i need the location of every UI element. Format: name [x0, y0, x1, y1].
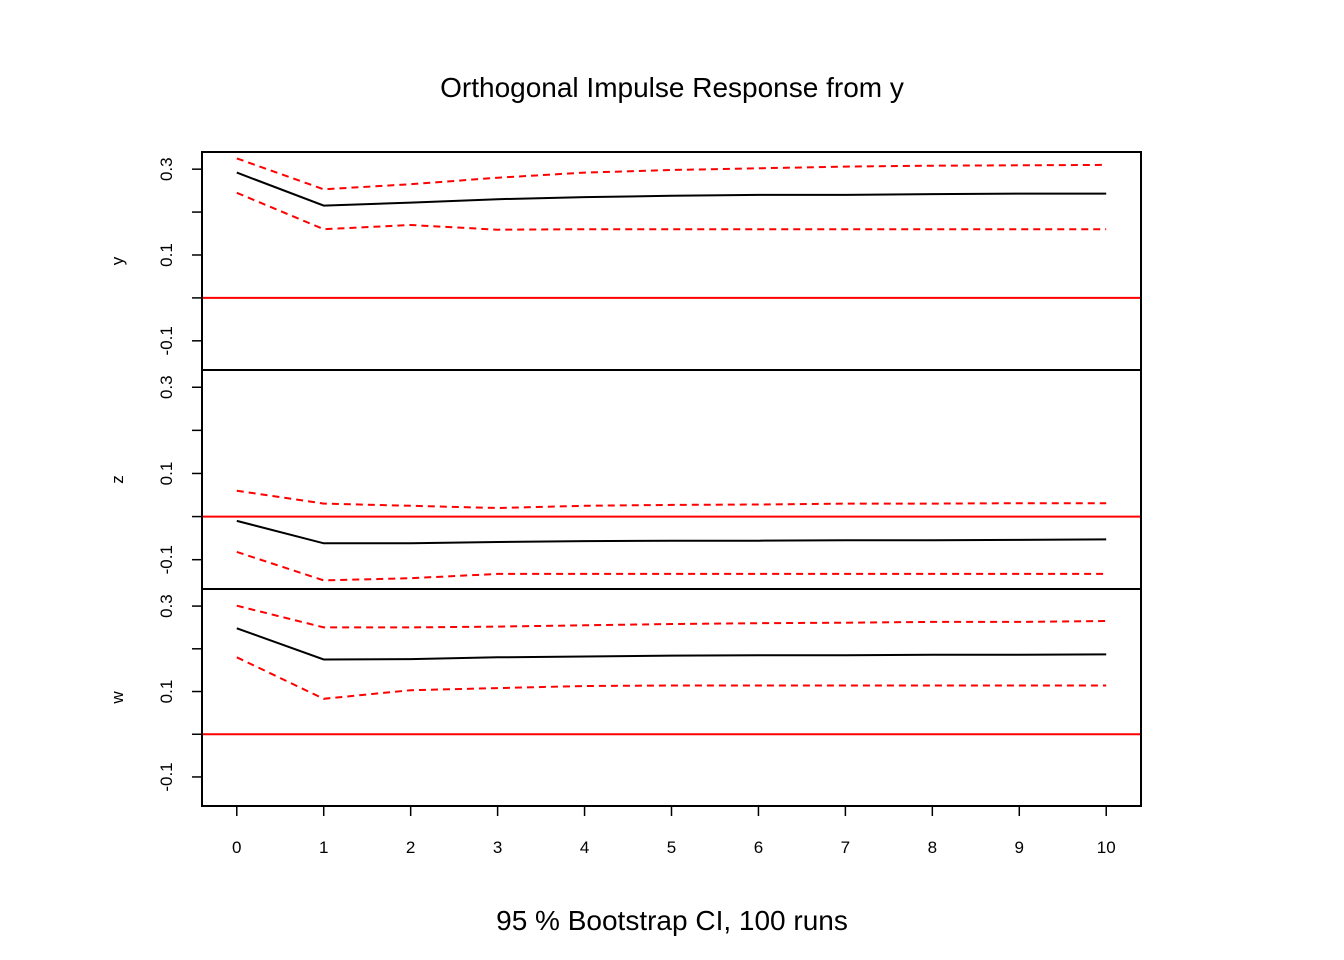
y-tick-label: -0.1 — [157, 545, 176, 574]
panel-label: z — [108, 475, 127, 484]
ci-upper-line — [236, 604, 1107, 629]
y-tick-label: 0.1 — [157, 243, 176, 267]
x-tick-label: 7 — [841, 838, 850, 857]
ci-upper-line — [236, 489, 1107, 510]
x-tick-label: 4 — [580, 838, 589, 857]
panel-y: -0.1 0.1 0.3 y — [108, 157, 1141, 355]
x-tick-label: 0 — [232, 838, 241, 857]
y-tick-label: -0.1 — [157, 326, 176, 355]
x-tick-label: 6 — [754, 838, 763, 857]
ci-lower-line — [236, 550, 1107, 582]
y-tick-label: -0.1 — [157, 762, 176, 791]
response-line — [236, 519, 1107, 545]
plot-area: -0.1 0.1 0.3 y -0.1 0.1 0.3 z -0.1 0.1 0.3 w 0 1 2 3 4 5 6… — [108, 151, 1142, 857]
x-tick-label: 3 — [493, 838, 502, 857]
plot-frame — [201, 151, 1142, 807]
chart-title: Orthogonal Impulse Response from y — [440, 72, 904, 103]
x-tick-label: 8 — [928, 838, 937, 857]
x-tick-label: 1 — [319, 838, 328, 857]
y-tick-label: 0.3 — [157, 157, 176, 181]
ci-lower-line — [236, 656, 1107, 700]
x-tick-label: 5 — [667, 838, 676, 857]
panel-label: y — [108, 256, 127, 265]
response-line — [236, 627, 1107, 661]
y-tick-label: 0.1 — [157, 462, 176, 486]
panel-label: w — [108, 691, 127, 705]
y-tick-label: 0.1 — [157, 680, 176, 704]
panel-w: -0.1 0.1 0.3 w — [108, 594, 1141, 792]
y-tick-label: 0.3 — [157, 594, 176, 618]
response-line — [236, 171, 1107, 207]
x-tick-label: 10 — [1097, 838, 1116, 857]
panel-z: -0.1 0.1 0.3 z — [108, 375, 1141, 582]
x-tick-label: 9 — [1015, 838, 1024, 857]
ci-lower-line — [236, 191, 1107, 231]
x-tick-label: 2 — [406, 838, 415, 857]
y-tick-label: 0.3 — [157, 375, 176, 399]
x-axis-label: 95 % Bootstrap CI, 100 runs — [496, 905, 848, 936]
ci-upper-line — [236, 157, 1107, 191]
